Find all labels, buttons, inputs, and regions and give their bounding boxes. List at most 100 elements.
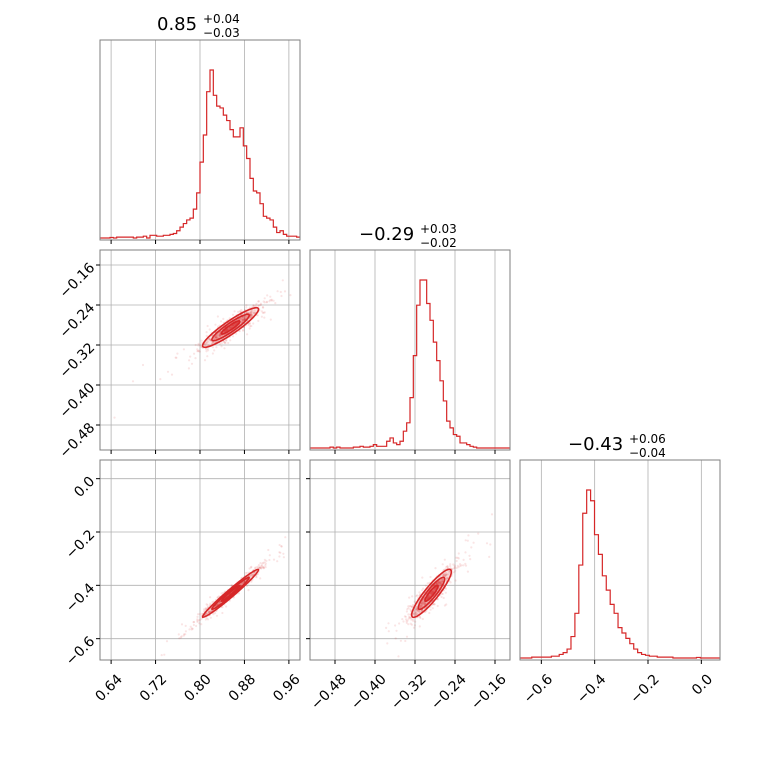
scatter-point [243, 318, 246, 321]
scatter-point [226, 327, 229, 331]
scatter-point [429, 592, 433, 595]
scatter-point [449, 581, 452, 584]
scatter-point [192, 623, 195, 627]
scatter-point [248, 316, 251, 320]
scatter-point [256, 314, 259, 317]
scatter-point [440, 580, 443, 583]
scatter-point [457, 566, 460, 569]
scatter-point [276, 560, 279, 563]
scatter-point [269, 318, 272, 321]
scatter-point [411, 605, 414, 609]
scatter-point [241, 582, 244, 585]
scatter-point [215, 336, 219, 339]
scatter-point [216, 596, 219, 599]
scatter-point [423, 603, 426, 606]
scatter-point [237, 592, 240, 595]
scatter-point [436, 582, 439, 585]
scatter-point [197, 342, 200, 345]
scatter-point [238, 310, 241, 313]
scatter-point [215, 335, 218, 338]
scatter-point [196, 615, 199, 618]
scatter-point [260, 315, 263, 318]
scatter-point [216, 603, 219, 606]
scatter-point [464, 551, 467, 554]
scatter-point [426, 582, 429, 585]
scatter-point [209, 616, 212, 619]
scatter-point [453, 567, 457, 570]
scatter-point [438, 581, 442, 584]
scatter-point [242, 328, 245, 331]
title-param-3: −0.43 [568, 434, 623, 455]
scatter-point [439, 584, 442, 587]
scatter-point [251, 309, 254, 312]
scatter-point [233, 323, 236, 327]
scatter-point [196, 348, 199, 351]
scatter-point [458, 563, 462, 566]
scatter-point [253, 571, 256, 574]
hist-panel-1 [99, 39, 301, 244]
scatter-point [206, 355, 209, 358]
scatter-point [249, 574, 252, 577]
scatter-point [205, 612, 208, 615]
scatter-point [208, 611, 211, 614]
scatter-point [265, 300, 269, 303]
scatter-point [403, 615, 406, 618]
scatter-point [405, 635, 409, 638]
scatter-point [408, 615, 411, 618]
scatter-point [300, 534, 302, 536]
scatter-point [416, 613, 419, 616]
scatter-point [385, 626, 388, 629]
scatter-point [420, 604, 423, 607]
scatter-point [440, 592, 443, 595]
scatter-point [208, 338, 211, 341]
scatter-point [257, 304, 260, 307]
scatter-point [268, 300, 271, 303]
scatter-point [402, 620, 405, 623]
scatter-point [260, 564, 263, 567]
scatter-point [245, 584, 248, 588]
contour-level [220, 320, 241, 335]
scatter-point [184, 624, 187, 627]
scatter-point [218, 334, 221, 338]
scatter-point [429, 608, 432, 611]
scatter-point [205, 603, 208, 606]
scatter-point [282, 556, 285, 559]
scatter-point [253, 309, 256, 312]
scatter-point [259, 303, 262, 306]
scatter-point [239, 317, 242, 320]
scatter-point [411, 603, 414, 607]
scatter-point [234, 323, 237, 326]
scatter-point [249, 315, 252, 318]
scatter-point [264, 566, 267, 569]
panel-frame [519, 459, 721, 661]
scatter-point [241, 582, 244, 585]
scatter-point [449, 565, 452, 568]
scatter-point [453, 565, 456, 568]
scatter-point [240, 321, 243, 324]
scatter-point [244, 571, 247, 575]
scatter-point [266, 294, 269, 297]
scatter-point [196, 350, 199, 353]
scatter-point [249, 312, 252, 315]
scatter-point [200, 612, 204, 615]
scatter-point [405, 620, 408, 623]
scatter-point [464, 562, 467, 565]
scatter-point [272, 299, 275, 302]
scatter-point [190, 628, 193, 631]
scatter-point [215, 336, 218, 339]
scatter-point [224, 330, 227, 333]
scatter-point [276, 290, 279, 293]
scatter-point [405, 621, 408, 624]
scatter-point [262, 565, 265, 568]
scatter-point [443, 573, 446, 576]
scatter-point [249, 315, 252, 318]
scatter-point [225, 328, 228, 331]
scatter-point [418, 625, 421, 628]
scatter-point [413, 610, 416, 613]
scatter-point [279, 290, 282, 294]
scatter-point [195, 624, 198, 628]
scatter-point [445, 579, 448, 583]
scatter-point [272, 558, 276, 561]
scatter-point [216, 603, 219, 606]
scatter-point [242, 316, 245, 319]
